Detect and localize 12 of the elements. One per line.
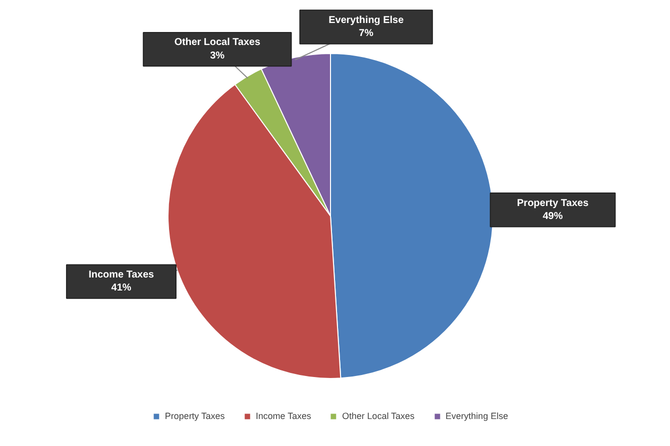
slice-label: Income Taxes <box>88 269 154 280</box>
data-label: 41% <box>111 282 132 294</box>
legend-label: Property Taxes <box>164 411 225 421</box>
data-label: 3% <box>210 50 225 62</box>
legend-label: Income Taxes <box>256 411 312 421</box>
slice-label: Everything Else <box>328 14 404 26</box>
legend-label: Other Local Taxes <box>342 411 415 421</box>
legend-label: Everything Else <box>446 411 508 421</box>
data-label: 7% <box>358 28 374 40</box>
slice-label: Property Taxes <box>517 198 589 209</box>
slice-label: Other Local Taxes <box>174 37 261 48</box>
data-label: 49% <box>542 210 563 222</box>
